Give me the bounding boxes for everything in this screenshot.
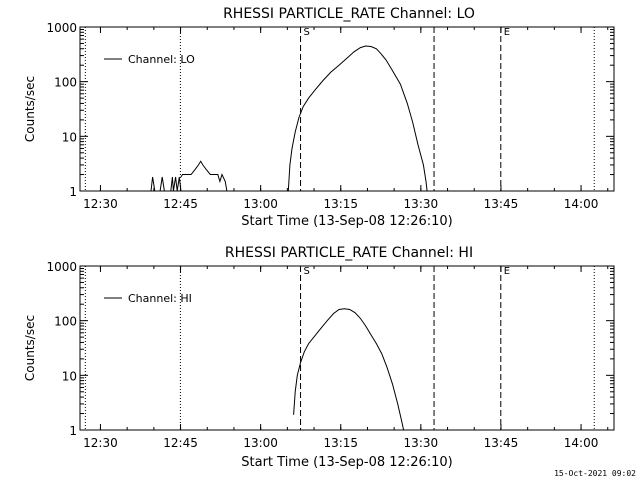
legend-label: Channel: HI <box>128 292 192 305</box>
data-series <box>150 45 428 192</box>
x-axis-ticks: 12:30 12:45 13:00 13:15 13:30 13:45 14:00 <box>83 27 609 211</box>
x-tick-label: 12:45 <box>163 197 198 211</box>
marker-label: S <box>304 266 310 277</box>
y-axis-label: Counts/sec <box>23 76 37 142</box>
x-tick-label: 13:30 <box>404 436 439 450</box>
chart-title: RHESSI PARTICLE_RATE Channel: HI <box>225 245 473 261</box>
y-tick-label: 1 <box>69 424 77 438</box>
y-axis-ticks: 1 10 100 1000 <box>46 260 614 438</box>
x-tick-label: 13:15 <box>323 197 358 211</box>
series-segment-4 <box>287 45 428 192</box>
x-tick-label: 12:30 <box>83 436 118 450</box>
x-tick-label: 13:00 <box>243 436 278 450</box>
y-tick-label: 100 <box>54 76 77 90</box>
marker-label: S <box>304 27 310 38</box>
marker-label: E <box>504 266 510 277</box>
series-segment-3 <box>180 160 230 192</box>
x-tick-label: 12:30 <box>83 197 118 211</box>
data-series <box>293 308 405 431</box>
y-axis-label: Counts/sec <box>23 315 37 381</box>
y-tick-label: 100 <box>54 315 77 329</box>
footer-timestamp: 15-Oct-2021 09:02 <box>554 469 636 478</box>
x-tick-label: 12:45 <box>163 436 198 450</box>
y-tick-label: 10 <box>62 130 77 144</box>
x-tick-label: 14:00 <box>564 436 599 450</box>
x-tick-label: 13:30 <box>404 197 439 211</box>
y-tick-label: 1000 <box>46 260 77 274</box>
y-tick-label: 1000 <box>46 21 77 35</box>
series-segment-0 <box>293 308 405 431</box>
plot-frame <box>79 26 615 192</box>
legend: Channel: HI <box>104 292 192 305</box>
x-tick-label: 13:00 <box>243 197 278 211</box>
y-tick-label: 10 <box>62 369 77 383</box>
x-tick-label: 13:45 <box>484 197 519 211</box>
x-tick-label: 14:00 <box>564 197 599 211</box>
x-axis-label: Start Time (13-Sep-08 12:26:10) <box>241 214 452 229</box>
x-axis-label: Start Time (13-Sep-08 12:26:10) <box>241 455 452 470</box>
marker-label: E <box>504 27 510 38</box>
series-segment-0 <box>150 176 156 192</box>
x-tick-label: 13:15 <box>323 436 358 450</box>
series-segment-1 <box>159 176 165 192</box>
x-axis-ticks: 12:30 12:45 13:00 13:15 13:30 13:45 14:00 <box>83 266 609 450</box>
plot-frame <box>79 265 615 431</box>
series-segment-2 <box>170 176 182 192</box>
legend: Channel: LO <box>104 53 195 66</box>
y-axis-ticks: 1 10 100 1000 <box>46 21 614 199</box>
legend-label: Channel: LO <box>128 53 195 66</box>
x-tick-label: 13:45 <box>484 436 519 450</box>
chart-title: RHESSI PARTICLE_RATE Channel: LO <box>223 6 475 22</box>
y-tick-label: 1 <box>69 185 77 199</box>
